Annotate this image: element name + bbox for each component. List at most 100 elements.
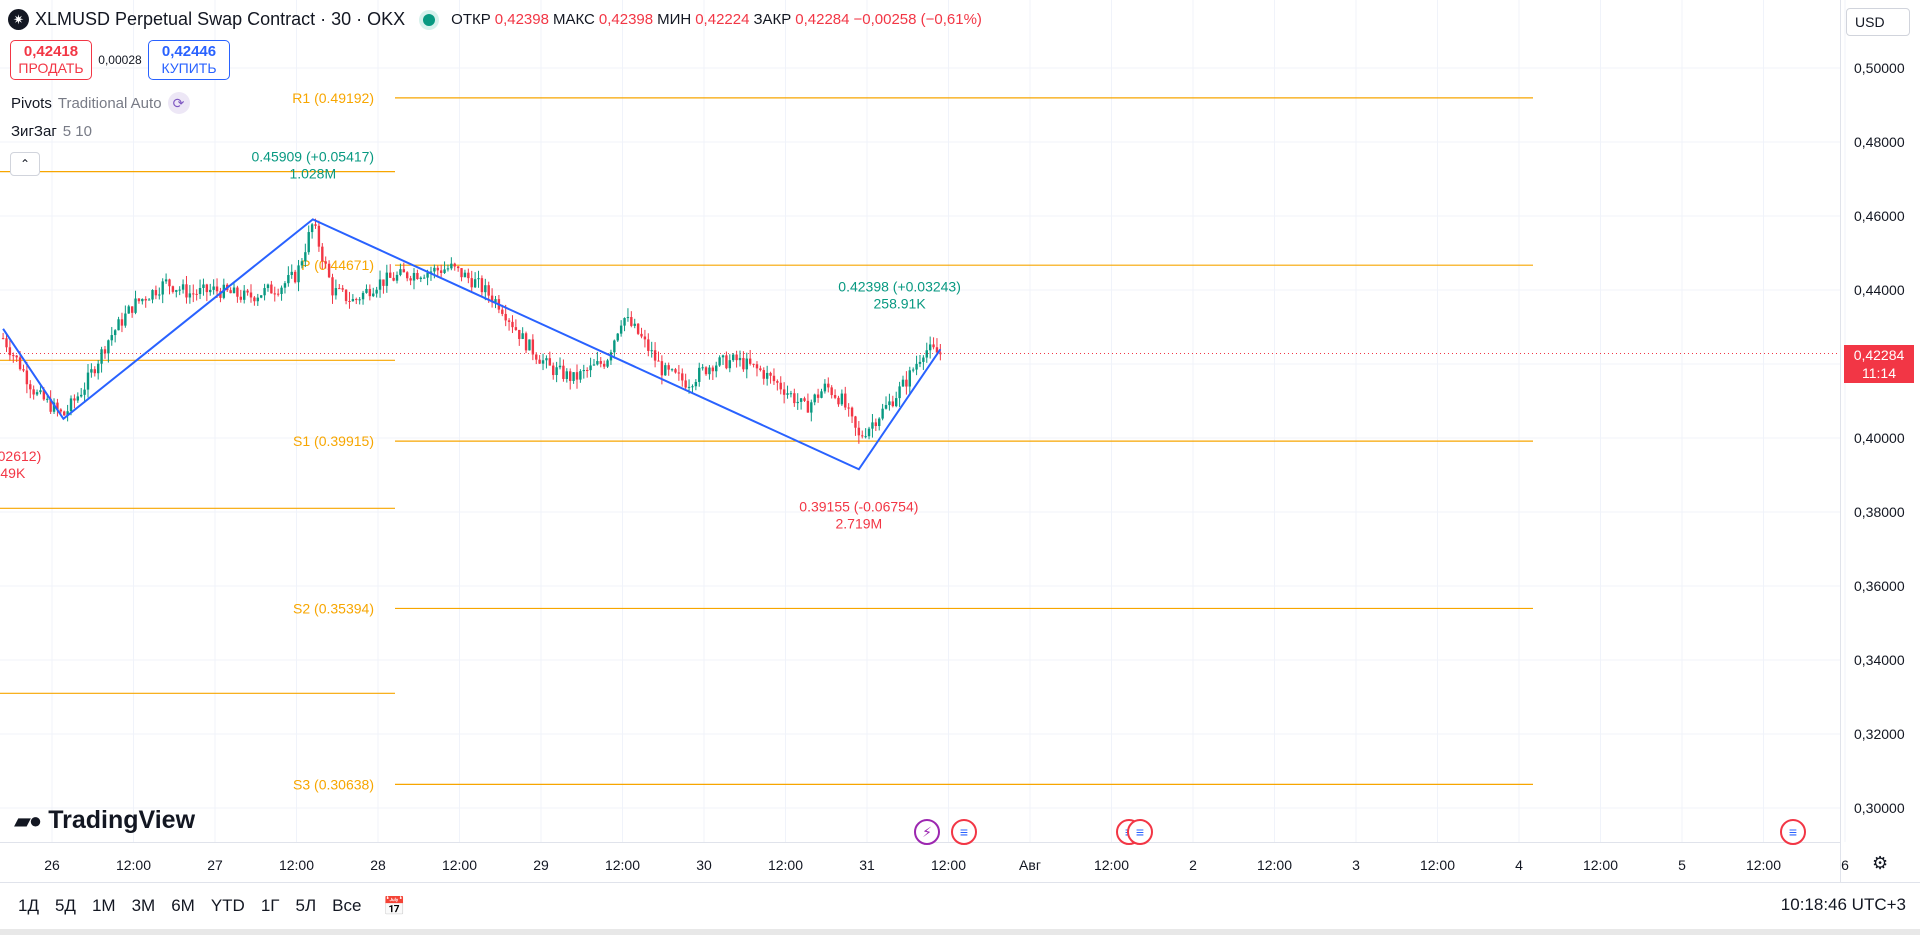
sell-button[interactable]: 0,42418 ПРОДАТЬ [10, 40, 92, 80]
range-ytd[interactable]: YTD [210, 896, 245, 915]
candle-body [793, 393, 796, 404]
x-tick-label: 12:00 [768, 857, 803, 873]
indicator-pivots[interactable]: Pivots Traditional Auto ⟳ [11, 92, 190, 114]
candle-body [96, 363, 100, 374]
candle-body [636, 323, 640, 334]
calendar-icon[interactable]: 📅 [383, 895, 406, 916]
candle-body [844, 393, 847, 408]
candle-body [562, 365, 565, 379]
candle-body [878, 418, 881, 427]
candle-body [463, 272, 467, 278]
x-tick-label: 12:00 [605, 857, 640, 873]
y-tick-label: 0,30000 [1854, 800, 1905, 816]
candle-body [236, 287, 239, 297]
candle-body [86, 372, 90, 390]
price-change: −0,00258 (−0,61%) [853, 11, 982, 28]
stellar-logo-icon: ✷ [8, 9, 29, 30]
candle-body [307, 232, 310, 253]
candle-body [175, 290, 178, 292]
us-flag-event-icon[interactable]: ≡ [951, 819, 977, 845]
range-5d[interactable]: 5Д [54, 896, 76, 915]
candle-body [786, 393, 789, 395]
candle-body [29, 384, 32, 390]
candle-body [198, 288, 202, 295]
candle-body [803, 398, 806, 401]
y-tick-label: 0,36000 [1854, 578, 1905, 594]
candle-body [151, 290, 154, 300]
candle-body [667, 365, 670, 370]
candle-body [32, 389, 35, 395]
candle-body [494, 299, 497, 303]
range-5y[interactable]: 5Л [295, 896, 317, 915]
candle-body [643, 336, 647, 340]
zigzag-volume-label: 258.91K [874, 295, 927, 311]
candle-body [806, 400, 810, 413]
candle-body [69, 398, 73, 412]
candle-body [426, 272, 429, 278]
candle-body [18, 357, 22, 370]
candle-body [653, 350, 657, 361]
candle-body [823, 383, 827, 392]
candle-body [127, 306, 130, 314]
candle-body [314, 224, 317, 226]
y-tick-label: 0,32000 [1854, 726, 1905, 742]
us-flag-event-icon[interactable]: ≡ [1127, 819, 1153, 845]
buy-button[interactable]: 0,42446 КУПИТЬ [148, 40, 230, 80]
range-1d[interactable]: 1Д [18, 896, 39, 915]
candle-body [361, 292, 365, 300]
candle-body [480, 278, 484, 293]
candle-body [5, 338, 8, 348]
candle-body [684, 380, 687, 388]
collapse-legend-button[interactable]: ⌃ [10, 152, 40, 176]
tradingview-logo[interactable]: ▰● TradingView [14, 806, 196, 834]
candle-body [317, 225, 321, 247]
candle-body [107, 340, 110, 354]
candle-body [670, 369, 674, 371]
chevron-up-icon: ⌃ [19, 157, 31, 171]
clock[interactable]: 10:18:46 UTC+3 [1780, 895, 1906, 914]
candle-body [813, 394, 816, 403]
candle-body [334, 288, 338, 296]
zigzag-volume-label: 1.028M [289, 165, 336, 181]
candle-body [178, 289, 181, 291]
x-tick-label: 27 [207, 857, 223, 873]
range-3m[interactable]: 3М [131, 896, 156, 915]
symbol-title[interactable]: XLMUSD Perpetual Swap Contract · 30 · OK… [35, 9, 406, 29]
candle-body [881, 408, 884, 419]
candle-body [130, 306, 134, 313]
refresh-icon[interactable]: ⟳ [167, 92, 190, 114]
candle-body [341, 288, 344, 290]
candle-body [12, 355, 15, 357]
candle-body [565, 371, 569, 379]
candle-body [827, 383, 830, 388]
range-1m[interactable]: 1М [91, 896, 116, 915]
currency-selector[interactable]: USD [1846, 8, 1910, 36]
last-price-label: 0,42284 11:14 [1844, 345, 1914, 383]
candle-body [738, 357, 742, 361]
range-1y[interactable]: 1Г [260, 896, 280, 915]
candle-body [49, 398, 52, 412]
candle-body [422, 277, 426, 279]
bolt-event-icon[interactable]: ⚡ [914, 819, 940, 845]
candle-body [144, 298, 147, 301]
candle-body [117, 319, 120, 331]
candle-body [409, 278, 412, 281]
horizontal-scrollbar[interactable] [0, 929, 1920, 935]
candle-body [895, 398, 898, 407]
candle-body [535, 354, 538, 360]
candle-body [619, 325, 623, 334]
candle-body [514, 327, 518, 330]
candle-body [46, 398, 49, 400]
range-6m[interactable]: 6М [171, 896, 195, 915]
zigzag-label: 0.45909 (+0.05417) [251, 148, 374, 164]
candle-body [344, 289, 348, 301]
candle-body [253, 297, 256, 302]
range-all[interactable]: Все [332, 896, 362, 915]
us-flag-event-icon[interactable]: ≡ [1780, 819, 1806, 845]
candle-body [888, 401, 891, 406]
candle-body [840, 393, 844, 405]
candle-body [263, 288, 266, 296]
indicator-zigzag[interactable]: ЗигЗаг 5 10 [11, 123, 92, 140]
settings-gear-icon[interactable]: ⚙ [1872, 853, 1889, 873]
